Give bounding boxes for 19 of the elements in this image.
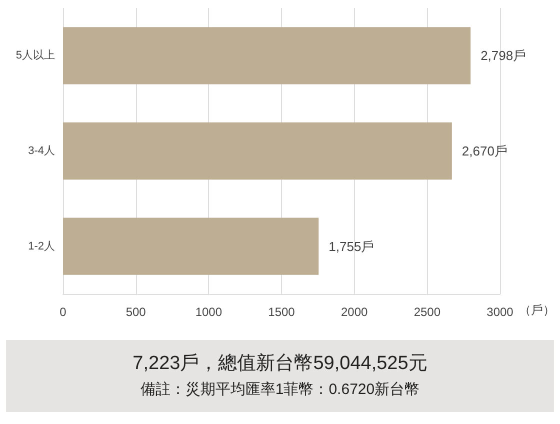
text: 備註：災期平均匯率1菲幣：0.6720新台幣 — [139, 380, 421, 400]
x-axis-title: （戶） — [519, 303, 556, 317]
bar — [63, 122, 452, 180]
x-tick-label: 2000 — [340, 305, 368, 319]
y-tick-label: 5人以上 — [16, 48, 55, 62]
x-tick-label: 1000 — [195, 305, 222, 319]
x-tick-label: 0 — [60, 305, 67, 319]
x-tick-label: 1500 — [268, 305, 296, 319]
data-label: 2,670戶 — [462, 144, 508, 158]
data-label: 1,755戶 — [328, 238, 374, 254]
bar — [63, 27, 471, 84]
y-tick-label: 3-4人 — [28, 145, 55, 157]
bar — [63, 218, 319, 275]
x-tick-label: 3000 — [486, 305, 514, 319]
text: 7,223戶，總值新台幣59,044,525元 — [132, 352, 428, 376]
x-tick-label: 2500 — [414, 305, 441, 319]
data-label: 2,798戶 — [480, 48, 526, 64]
y-tick-label: 1-2人 — [28, 240, 55, 252]
x-tick-label: 500 — [126, 305, 146, 319]
